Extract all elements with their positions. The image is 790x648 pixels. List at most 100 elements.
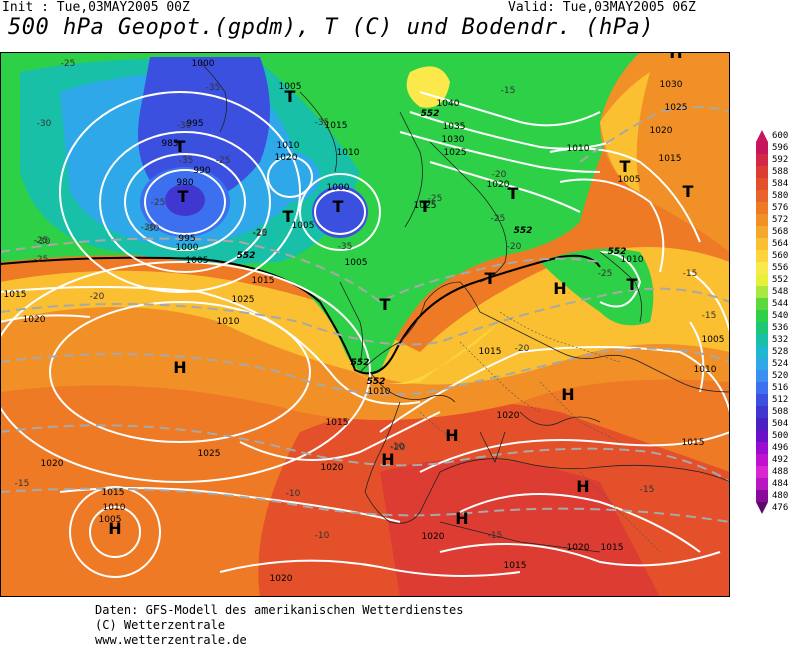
legend-swatch xyxy=(756,274,768,286)
legend-entry: 540 xyxy=(752,310,790,322)
legend-label: 532 xyxy=(772,335,789,345)
isobar-label: 1010 xyxy=(217,317,240,327)
legend-cap-bottom: 476 xyxy=(752,502,790,514)
legend-label: 592 xyxy=(772,155,789,165)
isobar-label: 1010 xyxy=(103,503,126,513)
isobar-label-group: 1000995985990980995100010051005101510101… xyxy=(4,59,725,584)
footer-website: www.wetterzentrale.de xyxy=(95,633,247,647)
high-pressure-marker: H xyxy=(576,477,589,496)
legend-label: 492 xyxy=(772,455,789,465)
isobar-label: 1005 xyxy=(186,256,209,266)
legend-label: 476 xyxy=(772,503,789,513)
geopotential-label: 552 xyxy=(421,109,440,119)
isobar-label: 1005 xyxy=(292,221,315,231)
temperature-label: -15 xyxy=(15,479,30,489)
legend-swatch xyxy=(756,214,768,226)
isobar-label: 1035 xyxy=(443,122,466,132)
isobar-label: 1015 xyxy=(325,121,348,131)
legend-top-arrow xyxy=(756,130,768,142)
legend-label: 588 xyxy=(772,167,789,177)
legend-entry: 500 xyxy=(752,430,790,442)
legend-entry: 524 xyxy=(752,358,790,370)
isobar-label: 1000 xyxy=(327,183,350,193)
geopotential-label: 552 xyxy=(351,358,370,368)
legend-label: 540 xyxy=(772,311,789,321)
blue-core-centre xyxy=(165,184,205,216)
legend-label: 580 xyxy=(772,191,789,201)
legend-entry: 552 xyxy=(752,274,790,286)
isobars xyxy=(0,91,730,578)
legend-entry: 496 xyxy=(752,442,790,454)
temperature-label: -35 xyxy=(206,83,221,93)
temperature-label: -35 xyxy=(315,118,330,128)
legend-label: 600 xyxy=(772,131,789,141)
isobar-label: 1010 xyxy=(694,365,717,375)
legend-swatch xyxy=(756,370,768,382)
temperature-label: -25 xyxy=(253,229,268,239)
isobar-label: 995 xyxy=(186,119,203,129)
low-pressure-marker: T xyxy=(627,275,638,294)
legend-swatch xyxy=(756,430,768,442)
footer-copyright: (C) Wetterzentrale xyxy=(95,618,226,632)
isobar-label: 1020 xyxy=(23,315,46,325)
legend-bottom-arrow xyxy=(756,502,768,514)
geopotential-label: 552 xyxy=(608,247,627,257)
legend-swatch xyxy=(756,334,768,346)
geopotential-label-group: 552 552 552 552 552 552 xyxy=(237,109,627,387)
isobar-label: 1010 xyxy=(277,141,300,151)
temperature-label: -20 xyxy=(515,344,530,354)
temperature-label: -10 xyxy=(286,489,301,499)
temperature-label: -20 xyxy=(90,292,105,302)
legend-swatch xyxy=(756,406,768,418)
temperature-label: -25 xyxy=(428,194,443,204)
isobar-label: 1005 xyxy=(702,335,725,345)
cyan-core-mid xyxy=(260,152,320,202)
high-pressure-marker: H xyxy=(173,358,186,377)
temperature-label: -30 xyxy=(145,224,160,234)
low-pressure-marker: T xyxy=(178,187,189,206)
map-frame xyxy=(0,52,730,597)
init-time: Init : Tue,03MAY2005 00Z xyxy=(2,0,190,15)
low-pressure-marker: T xyxy=(683,182,694,201)
isotherms xyxy=(0,106,730,523)
legend-label: 484 xyxy=(772,479,789,489)
isobar-label: 1025 xyxy=(665,103,688,113)
temperature-label: -35 xyxy=(179,156,194,166)
legend-swatch xyxy=(756,310,768,322)
legend-entry: 528 xyxy=(752,346,790,358)
legend-label: 556 xyxy=(772,263,789,273)
temperature-label: -25 xyxy=(34,255,49,265)
legend-entry: 548 xyxy=(752,286,790,298)
blue-core-east xyxy=(312,186,368,238)
legend-label: 524 xyxy=(772,359,789,369)
isobar-label: 1020 xyxy=(422,532,445,542)
isobar-label: 995 xyxy=(178,234,195,244)
high-pressure-marker: H xyxy=(561,385,574,404)
legend-swatch xyxy=(756,286,768,298)
isobar-label: 1025 xyxy=(198,449,221,459)
legend-label: 528 xyxy=(772,347,789,357)
temperature-label: -30 xyxy=(177,121,192,131)
legend-entry: 556 xyxy=(752,262,790,274)
legend-label: 520 xyxy=(772,371,789,381)
isobar-label: 1015 xyxy=(504,561,527,571)
isobar-label: 1005 xyxy=(345,258,368,268)
legend-swatch xyxy=(756,154,768,166)
legend-label: 536 xyxy=(772,323,789,333)
cold-pool-east xyxy=(540,248,654,326)
isobar-label: 1030 xyxy=(660,80,683,90)
legend-swatch xyxy=(756,478,768,490)
temperature-label: -10 xyxy=(390,442,405,452)
legend-label: 496 xyxy=(772,443,789,453)
isobar-label: 1025 xyxy=(232,295,255,305)
isobar-label: 1020 xyxy=(321,463,344,473)
isobar-label: 1020 xyxy=(650,126,673,136)
temperature-label: -25 xyxy=(61,59,76,69)
legend-rows: 596 592 588 584 580 576 572 568 564 560 556 552 548 5… xyxy=(752,142,790,502)
temperature-label-group: -25-35-30 -30-25-35-25-25-30-25-30-30-25-… xyxy=(15,59,717,541)
isobar-label: 1005 xyxy=(618,175,641,185)
isobar-label: 1010 xyxy=(567,144,590,154)
low-pressure-marker: T xyxy=(333,197,344,216)
isobar-label: 1020 xyxy=(275,153,298,163)
